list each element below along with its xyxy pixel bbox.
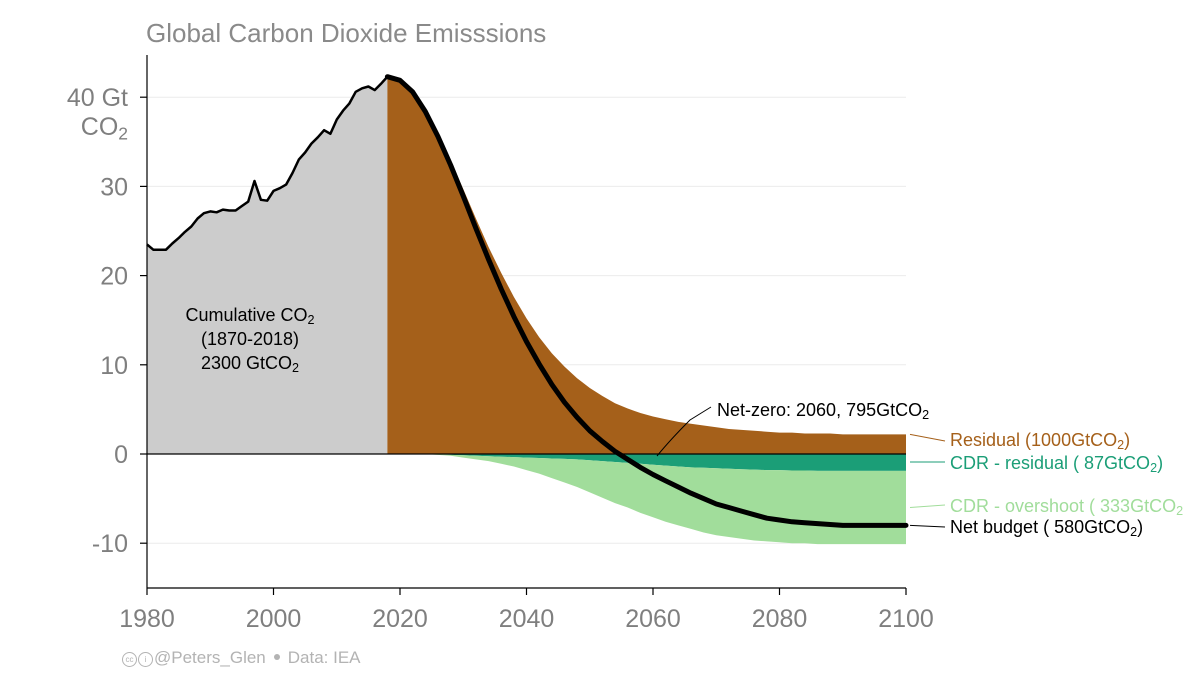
y-tick-40: 40 Gt bbox=[66, 84, 128, 112]
residual-leader bbox=[909, 433, 946, 442]
y-tick-label: -10 bbox=[92, 530, 128, 558]
legend-residual: Residual (1000GtCO2) bbox=[950, 430, 1131, 453]
cumulative-annotation: Cumulative CO2 (1870-2018) 2300 GtCO2 bbox=[185, 305, 315, 376]
x-tick-label: 2040 bbox=[499, 605, 555, 633]
separator-dot bbox=[273, 654, 280, 660]
axes bbox=[140, 55, 907, 595]
credit-handle: @Peters_Glen bbox=[154, 648, 266, 667]
by-icon: i bbox=[138, 652, 153, 667]
y-unit-label: 40 Gt CO2 bbox=[40, 84, 128, 142]
x-tick-label: 2020 bbox=[372, 605, 428, 633]
net-budget-line bbox=[384, 74, 909, 528]
y-tick-label: 30 bbox=[100, 173, 128, 201]
y-tick-label: 10 bbox=[100, 352, 128, 380]
legend-net-budget: Net budget ( 580GtCO2) bbox=[950, 517, 1144, 540]
x-tick-label: 2060 bbox=[625, 605, 681, 633]
y-tick-label: 20 bbox=[100, 263, 128, 291]
line-series bbox=[146, 74, 909, 528]
legend-cdr-residual: CDR - residual ( 87GtCO2) bbox=[950, 453, 1164, 476]
netzero-leader bbox=[656, 406, 712, 457]
x-tick-label: 2100 bbox=[878, 605, 934, 633]
credit-source: Data: IEA bbox=[287, 648, 361, 667]
cc-icon: cc bbox=[122, 652, 137, 667]
x-tick-label: 2080 bbox=[752, 605, 808, 633]
credit-line: cc i @Peters_Glen Data: IEA bbox=[122, 648, 361, 668]
x-tick-label: 1980 bbox=[119, 605, 175, 633]
cdr-overshoot-leader bbox=[909, 504, 946, 509]
netzero-annotation: Net-zero: 2060, 795GtCO2 bbox=[717, 400, 930, 423]
x-tick-label: 2000 bbox=[246, 605, 302, 633]
y-tick-label: 0 bbox=[114, 441, 128, 469]
historical-line bbox=[146, 75, 389, 251]
chart-title: Global Carbon Dioxide Emisssions bbox=[146, 18, 547, 48]
legend-cdr-overshoot: CDR - overshoot ( 333GtCO2 bbox=[950, 496, 1184, 517]
residual-area bbox=[387, 76, 906, 454]
historical-area bbox=[147, 76, 388, 454]
legend-leaders bbox=[656, 406, 946, 528]
tick-labels: 30 20 10 0 -10 1980 2000 2020 2040 2060 2080 2100 bbox=[92, 173, 934, 633]
y-unit-co2: CO2 bbox=[80, 113, 128, 144]
cdr-residual-area bbox=[387, 454, 906, 471]
net-budget-leader bbox=[909, 524, 946, 528]
